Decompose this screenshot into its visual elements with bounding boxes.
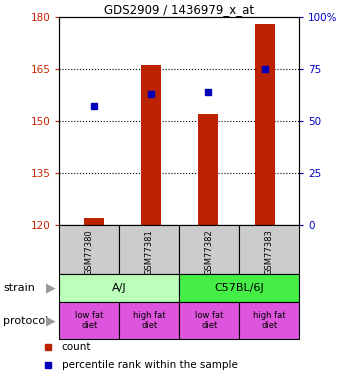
Text: ▶: ▶ (46, 281, 55, 294)
Text: low fat
diet: low fat diet (75, 311, 104, 330)
Bar (180, 225, 239, 274)
Bar (239, 302, 299, 339)
Title: GDS2909 / 1436979_x_at: GDS2909 / 1436979_x_at (104, 3, 254, 16)
Bar (141, 65, 161, 225)
Bar (59, 225, 119, 274)
Text: high fat
diet: high fat diet (133, 311, 166, 330)
Text: protocol: protocol (3, 316, 49, 326)
Bar (180, 274, 299, 302)
Text: GSM77383: GSM77383 (265, 229, 274, 275)
Text: GSM77381: GSM77381 (145, 229, 154, 274)
Bar (198, 114, 218, 225)
Bar (255, 24, 275, 225)
Bar (119, 302, 180, 339)
Text: GSM77380: GSM77380 (85, 229, 94, 274)
Text: A/J: A/J (112, 283, 127, 293)
Text: percentile rank within the sample: percentile rank within the sample (62, 360, 238, 370)
Bar (84, 218, 104, 225)
Text: C57BL/6J: C57BL/6J (215, 283, 264, 293)
Text: ▶: ▶ (46, 314, 55, 327)
Text: low fat
diet: low fat diet (195, 311, 223, 330)
Text: high fat
diet: high fat diet (253, 311, 286, 330)
Text: GSM77382: GSM77382 (205, 229, 214, 274)
Bar (239, 225, 299, 274)
Text: strain: strain (3, 283, 35, 293)
Text: count: count (62, 342, 91, 352)
Bar (59, 302, 119, 339)
Bar (119, 225, 180, 274)
Bar (180, 302, 239, 339)
Bar (59, 274, 180, 302)
